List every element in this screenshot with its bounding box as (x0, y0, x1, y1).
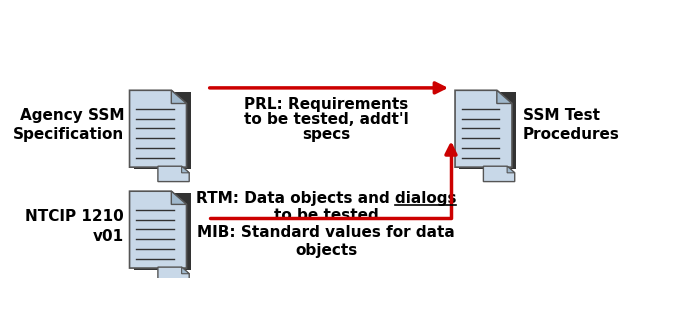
Polygon shape (497, 90, 512, 104)
FancyBboxPatch shape (134, 92, 191, 169)
Polygon shape (130, 90, 186, 167)
Text: PRL: Requirements: PRL: Requirements (244, 97, 408, 112)
Text: MIB: Standard values for data: MIB: Standard values for data (197, 226, 455, 241)
Text: v01: v01 (93, 229, 124, 244)
FancyBboxPatch shape (134, 193, 191, 270)
Text: Procedures: Procedures (523, 127, 620, 142)
Polygon shape (181, 166, 189, 173)
Text: SSM Test: SSM Test (523, 108, 600, 123)
Text: Agency SSM: Agency SSM (20, 108, 124, 123)
Polygon shape (455, 90, 512, 167)
Polygon shape (158, 166, 189, 182)
Polygon shape (158, 267, 189, 282)
Polygon shape (130, 191, 186, 268)
Polygon shape (172, 191, 186, 204)
FancyBboxPatch shape (459, 92, 517, 169)
Text: to be tested, addt'l: to be tested, addt'l (244, 112, 409, 127)
Text: objects: objects (295, 243, 357, 258)
Text: NTCIP 1210: NTCIP 1210 (25, 209, 124, 224)
Polygon shape (172, 90, 186, 104)
Text: Specification: Specification (13, 127, 124, 142)
Text: to be tested: to be tested (274, 208, 379, 223)
Polygon shape (507, 166, 514, 173)
Polygon shape (181, 267, 189, 274)
Text: RTM: Data objects and dialogs: RTM: Data objects and dialogs (196, 191, 456, 206)
Polygon shape (484, 166, 514, 182)
Text: specs: specs (302, 127, 350, 142)
